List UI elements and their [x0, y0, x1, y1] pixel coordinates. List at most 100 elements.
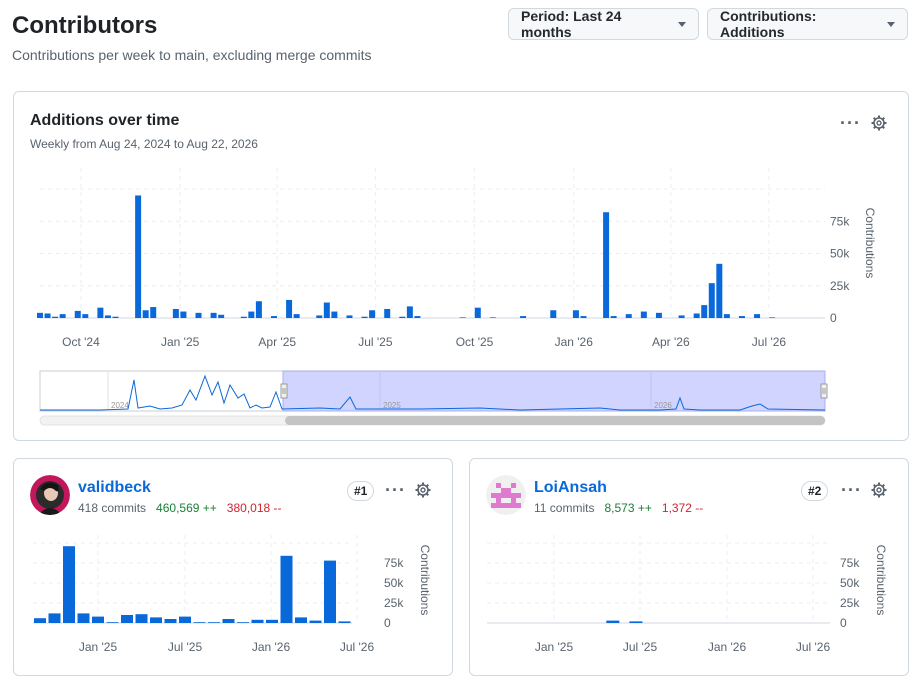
chart-bar[interactable]	[97, 307, 104, 318]
chart-bar[interactable]	[48, 613, 61, 623]
chart-bar[interactable]	[293, 314, 300, 318]
contributions-dropdown[interactable]: Contributions: Additions	[707, 8, 908, 40]
chart-bar[interactable]	[248, 311, 255, 318]
chart-bar[interactable]	[693, 313, 700, 318]
chart-bar[interactable]	[316, 315, 323, 318]
chart-bar[interactable]	[286, 299, 293, 318]
avatar[interactable]	[486, 475, 526, 515]
page-subtitle: Contributions per week to main, excludin…	[12, 47, 372, 63]
chart-bar[interactable]	[135, 614, 148, 623]
chart-bar[interactable]	[723, 314, 730, 318]
chart-bar[interactable]	[606, 620, 620, 623]
chart-bar[interactable]	[346, 315, 353, 318]
chart-bar[interactable]	[270, 316, 277, 318]
contributor-menu-button[interactable]: ···	[385, 480, 406, 500]
chart-bar[interactable]	[603, 212, 610, 318]
chart-bar[interactable]	[338, 621, 351, 623]
chart-bar[interactable]	[406, 306, 413, 318]
chart-bar[interactable]	[255, 301, 262, 318]
chart-bar[interactable]	[208, 622, 220, 623]
chart-bar[interactable]	[82, 314, 89, 318]
chart-bar[interactable]	[384, 308, 391, 318]
chart-bar[interactable]	[106, 622, 119, 623]
chart-bar[interactable]	[708, 283, 715, 318]
chart-bar[interactable]	[520, 316, 527, 318]
chart-bar[interactable]	[309, 620, 322, 623]
chart-bar[interactable]	[135, 195, 142, 318]
contributor-menu-button[interactable]: ···	[841, 480, 862, 500]
chart-bar[interactable]	[150, 617, 162, 623]
chart-bar[interactable]	[193, 622, 206, 623]
period-dropdown[interactable]: Period: Last 24 months	[508, 8, 699, 40]
chart-bar[interactable]	[610, 316, 617, 318]
overview-left-handle[interactable]	[280, 383, 288, 399]
chart-bar[interactable]	[678, 315, 685, 318]
chart-bar[interactable]	[331, 311, 338, 318]
chart-bar[interactable]	[323, 302, 330, 318]
chart-bar[interactable]	[738, 316, 745, 318]
chart-bar[interactable]	[324, 560, 336, 623]
chart-bar[interactable]	[716, 263, 723, 318]
chart-bar[interactable]	[572, 310, 579, 318]
overview-right-handle[interactable]	[820, 383, 828, 399]
chart-bar[interactable]	[280, 555, 293, 623]
chart-bar[interactable]	[63, 546, 75, 623]
chart-bar[interactable]	[195, 312, 202, 318]
chart-bar[interactable]	[44, 313, 51, 318]
chart-bar[interactable]	[629, 621, 643, 623]
chart-bar[interactable]	[237, 622, 249, 623]
commit-count-link[interactable]: 11 commits	[534, 501, 595, 515]
chart-bar[interactable]	[550, 310, 557, 318]
chart-bar[interactable]	[474, 307, 481, 318]
chart-bar[interactable]	[92, 616, 104, 623]
chart-bar[interactable]	[361, 316, 368, 318]
gear-icon[interactable]	[415, 482, 431, 498]
overview-year-label: 2026	[654, 401, 672, 410]
chart-bar[interactable]	[489, 317, 496, 318]
chart-bar[interactable]	[179, 616, 191, 623]
chart-bar[interactable]	[222, 619, 235, 623]
avatar[interactable]	[30, 475, 70, 515]
chart-bar[interactable]	[625, 314, 632, 318]
chart-bar[interactable]	[164, 619, 177, 623]
overview-navigator[interactable]: 2024 2025 2026	[39, 370, 828, 412]
chart-bar[interactable]	[180, 311, 187, 318]
chart-bar[interactable]	[104, 315, 111, 318]
chart-bar[interactable]	[580, 316, 587, 318]
chart-bar[interactable]	[251, 619, 264, 623]
chart-bar[interactable]	[52, 316, 59, 318]
chart-bar[interactable]	[754, 314, 761, 318]
chart-bar[interactable]	[210, 312, 217, 318]
contributor-username-link[interactable]: validbeck	[78, 479, 151, 496]
chart-bar[interactable]	[218, 314, 225, 318]
chart-bar[interactable]	[37, 312, 43, 318]
chart-bar[interactable]	[459, 317, 466, 318]
chart-bar[interactable]	[142, 310, 149, 318]
chart-bar[interactable]	[77, 613, 90, 623]
chart-bar[interactable]	[414, 316, 421, 318]
overview-selection[interactable]	[282, 370, 826, 412]
chart-bar[interactable]	[701, 305, 708, 318]
chart-bar[interactable]	[240, 316, 247, 318]
overview-scrollbar-thumb[interactable]	[285, 416, 825, 425]
chart-bar[interactable]	[640, 311, 647, 318]
gear-icon[interactable]	[871, 482, 887, 498]
chart-bar[interactable]	[112, 316, 119, 318]
chart-bar[interactable]	[369, 310, 376, 318]
chart-bar[interactable]	[34, 618, 46, 623]
chart-bar[interactable]	[74, 310, 81, 318]
chart-bar[interactable]	[295, 617, 307, 623]
contributor-username-link[interactable]: LoiAnsah	[534, 479, 607, 496]
gear-icon[interactable]	[871, 115, 887, 131]
chart-bar[interactable]	[266, 619, 278, 623]
commit-count-link[interactable]: 418 commits	[78, 501, 147, 515]
chart-bar[interactable]	[399, 316, 406, 318]
chart-bar[interactable]	[59, 314, 66, 318]
x-tick-label: Jul '25	[623, 640, 658, 654]
chart-bar[interactable]	[121, 615, 133, 623]
chart-bar[interactable]	[150, 307, 157, 318]
main-chart-menu-button[interactable]: ···	[840, 113, 861, 133]
chart-bar[interactable]	[172, 308, 179, 318]
chart-bar[interactable]	[769, 317, 776, 318]
chart-bar[interactable]	[655, 312, 662, 318]
